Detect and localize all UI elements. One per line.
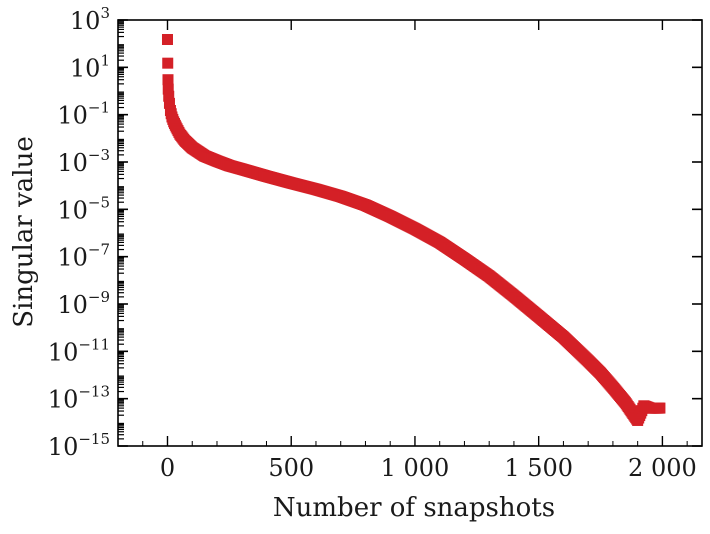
x-axis-label: Number of snapshots: [273, 493, 555, 523]
data-point: [163, 97, 175, 109]
data-point: [162, 83, 174, 95]
y-tick-label: 10−3: [57, 146, 110, 177]
data-point: [162, 74, 174, 86]
y-tick-label: 103: [70, 4, 110, 35]
y-tick-label: 10−15: [48, 430, 110, 461]
tick-labels: 0 500 1 000 1 500 2 000 103 101 10−1 10−3 10−5 10−…: [48, 4, 697, 482]
axes: [117, 19, 703, 447]
x-tick-label: 1 500: [504, 454, 573, 482]
y-tick-label: 10−7: [57, 241, 110, 272]
y-tick-label: 10−13: [48, 383, 110, 414]
data-point: [161, 34, 173, 45]
y-tick-label: 10−5: [57, 193, 110, 224]
x-tick-label: 0: [160, 454, 175, 482]
plot-frame: [117, 19, 703, 447]
data-point: [163, 90, 175, 102]
y-tick-label: 10−1: [57, 99, 110, 130]
y-tick-label: 101: [70, 51, 110, 82]
y-tick-label: 10−11: [48, 335, 110, 366]
x-tick-label: 1 000: [381, 454, 450, 482]
y-axis-label: Singular value: [9, 136, 39, 327]
y-tick-label: 10−9: [57, 288, 110, 319]
data-point: [162, 57, 174, 69]
data-point: [654, 402, 666, 414]
data-markers: [161, 34, 666, 426]
x-tick-label: 2 000: [628, 454, 697, 482]
x-tick-label: 500: [268, 454, 314, 482]
